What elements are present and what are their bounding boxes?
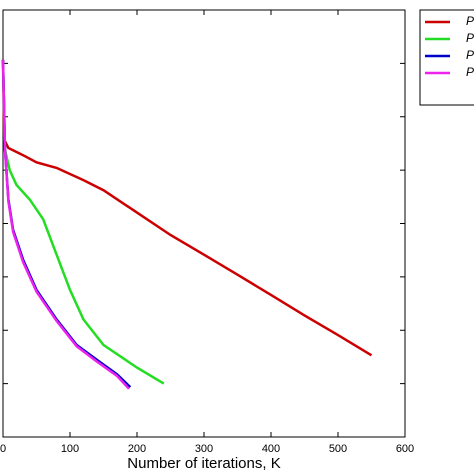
x-axis-label: Number of iterations, K	[127, 455, 280, 472]
legend-box	[419, 9, 474, 106]
x-tick-label: 300	[195, 443, 213, 455]
series-line	[1, 59, 132, 389]
x-tick-label: 100	[61, 443, 79, 455]
x-tick-label: 600	[396, 443, 414, 455]
x-tick-label: 500	[329, 443, 347, 455]
series-line	[1, 59, 373, 357]
legend-label: P	[466, 65, 474, 79]
x-tick-label: 200	[128, 443, 146, 455]
legend-label: P	[466, 48, 474, 62]
series-line	[1, 59, 130, 390]
x-tick-label: 400	[262, 443, 280, 455]
x-tick-label: 0	[0, 443, 6, 455]
series-line	[1, 59, 165, 385]
legend-label: P	[466, 14, 474, 28]
legend-label: P	[466, 31, 474, 45]
plot-frame	[2, 9, 406, 438]
